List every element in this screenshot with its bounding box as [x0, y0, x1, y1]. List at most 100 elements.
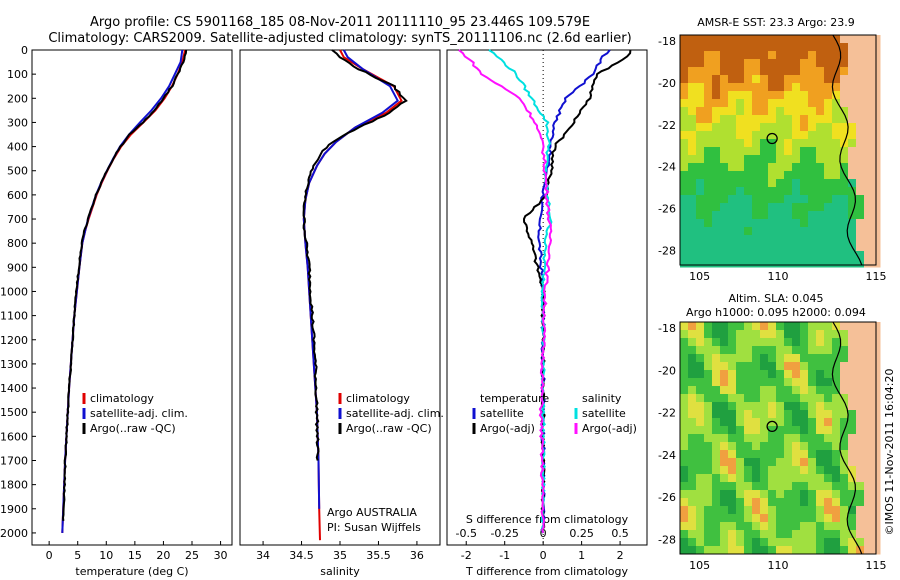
- map-cell: [840, 155, 849, 164]
- temperature-panel: 0100200300400500600700800900100011001200…: [0, 44, 233, 578]
- map-cell: [864, 522, 873, 531]
- map-cell: [832, 498, 841, 507]
- map-cell: [720, 75, 729, 84]
- map-cell: [704, 538, 713, 547]
- map-cell: [840, 259, 849, 268]
- map-cell: [712, 450, 721, 459]
- map-cell: [768, 474, 777, 483]
- map-cell: [832, 402, 841, 411]
- map-cell: [816, 131, 825, 140]
- map-cell: [704, 402, 713, 411]
- map-cell: [840, 434, 849, 443]
- map-cell: [848, 75, 857, 84]
- map-cell: [784, 123, 793, 132]
- map-cell: [696, 235, 705, 244]
- map-cell: [840, 386, 849, 395]
- map-cell: [824, 386, 833, 395]
- map-cell: [832, 195, 841, 204]
- map-cell: [704, 179, 713, 188]
- map-cell: [768, 466, 777, 475]
- map-cell: [760, 386, 769, 395]
- map-cell: [728, 235, 737, 244]
- map-cell: [856, 155, 865, 164]
- map-cell: [680, 362, 689, 371]
- map-cell: [840, 530, 849, 539]
- map-cell: [696, 402, 705, 411]
- map-cell: [688, 203, 697, 212]
- map-cell: [792, 522, 801, 531]
- map-cell: [808, 203, 817, 212]
- map-cell: [784, 442, 793, 451]
- map-cell: [840, 131, 849, 140]
- map-cell: [744, 51, 753, 60]
- map-cell: [824, 147, 833, 156]
- map-cell: [712, 530, 721, 539]
- map-cell: [800, 163, 809, 172]
- map-cell: [728, 219, 737, 228]
- map-cell: [832, 338, 841, 347]
- map-cell: [856, 131, 865, 140]
- map-cell: [680, 59, 689, 68]
- map-cell: [800, 67, 809, 76]
- map-cell: [816, 35, 825, 44]
- map-cell: [856, 123, 865, 132]
- series-line-2: [302, 49, 408, 461]
- map-cell: [752, 498, 761, 507]
- map-cell: [856, 179, 865, 188]
- map-cell: [720, 219, 729, 228]
- map-cell: [848, 506, 857, 515]
- map-cell: [680, 235, 689, 244]
- y-tick-label: 400: [7, 141, 28, 154]
- map-cell: [784, 131, 793, 140]
- map-cell: [696, 450, 705, 459]
- map-cell: [800, 434, 809, 443]
- x-tick-label: 34.5: [289, 549, 314, 562]
- map-cell: [824, 474, 833, 483]
- map-cell: [728, 490, 737, 499]
- map-cell: [808, 410, 817, 419]
- legend-label: Argo(-adj): [480, 422, 535, 435]
- x-tick-label: 0: [46, 549, 53, 562]
- map-cell: [856, 251, 865, 260]
- x-tick-label: 20: [156, 549, 170, 562]
- y-tick-label: 700: [7, 213, 28, 226]
- map-cell: [848, 235, 857, 244]
- map-cell: [744, 163, 753, 172]
- map-cell: [752, 163, 761, 172]
- map-cell: [688, 386, 697, 395]
- map-cell: [720, 370, 729, 379]
- salinity-panel: 34 34.5 35 35.5 36 salinity climatology satelli…: [239, 49, 444, 578]
- map-cell: [752, 35, 761, 44]
- map-cell: [760, 426, 769, 435]
- map-cell: [856, 43, 865, 52]
- map-cell: [680, 83, 689, 92]
- map-cell: [776, 530, 785, 539]
- map-cell: [784, 203, 793, 212]
- map-cell: [752, 338, 761, 347]
- map-cell: [704, 107, 713, 116]
- map-cell: [696, 251, 705, 260]
- map-cell: [760, 466, 769, 475]
- map-cell: [760, 410, 769, 419]
- map-cell: [736, 35, 745, 44]
- x-axis-label: temperature (deg C): [75, 565, 188, 578]
- map-cell: [680, 147, 689, 156]
- map-cell: [776, 474, 785, 483]
- map-cell: [768, 203, 777, 212]
- map-cell: [800, 386, 809, 395]
- map-cell: [848, 338, 857, 347]
- map-cell: [736, 506, 745, 515]
- map-cell: [792, 259, 801, 268]
- map-cell: [696, 394, 705, 403]
- map-cell: [856, 219, 865, 228]
- map-cell: [760, 442, 769, 451]
- map-cell: [736, 522, 745, 531]
- map-cell: [680, 418, 689, 427]
- map-cell: [680, 346, 689, 355]
- map-cell: [856, 171, 865, 180]
- map-cell: [744, 155, 753, 164]
- map-cell: [864, 259, 873, 268]
- map-cell: [848, 203, 857, 212]
- map-cell: [704, 91, 713, 100]
- map-cell: [832, 482, 841, 491]
